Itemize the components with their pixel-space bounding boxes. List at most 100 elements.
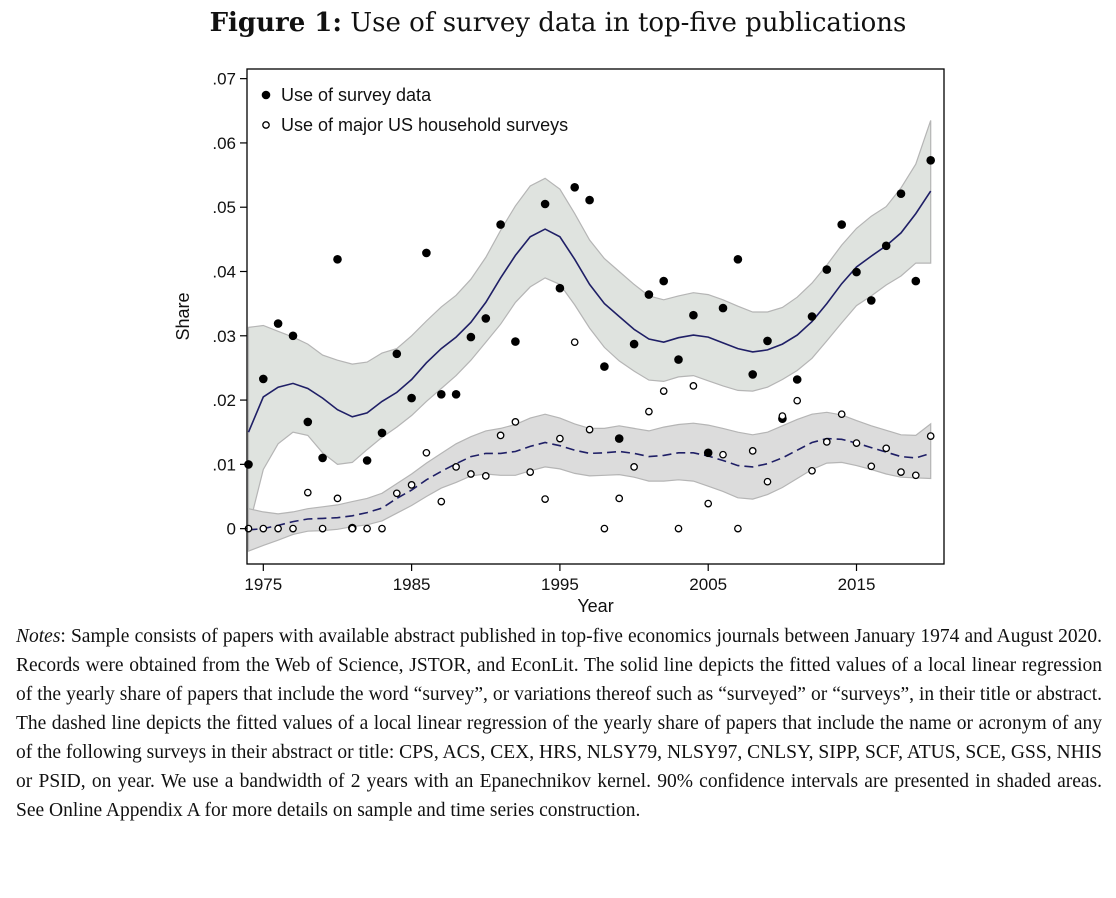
survey-data-point	[333, 254, 342, 264]
household-survey-point	[422, 448, 431, 457]
fit-line-1	[247, 190, 932, 433]
survey-data-point	[600, 362, 609, 371]
household-survey-point	[763, 477, 772, 486]
household-survey-point	[882, 444, 891, 453]
notes-paragraph: Notes: Sample consists of papers with av…	[16, 622, 1102, 825]
household-survey-point	[645, 407, 653, 416]
survey-data-point	[318, 453, 327, 463]
survey-data-point	[822, 265, 832, 274]
survey-data-point	[792, 375, 802, 384]
y-tick-label: .07	[212, 70, 236, 89]
x-tick-label: 2005	[689, 575, 727, 594]
household-survey-point	[911, 471, 920, 480]
plot-frame	[246, 68, 945, 565]
legend-label: Use of survey data	[281, 85, 432, 105]
survey-data-point	[362, 456, 372, 465]
legend-filled-marker	[261, 90, 271, 100]
survey-data-point	[748, 370, 757, 379]
x-axis-label: Year	[577, 596, 613, 616]
survey-data-point	[422, 248, 431, 258]
household-survey-point	[837, 410, 846, 419]
survey-data-point	[614, 434, 624, 443]
household-survey-point	[556, 434, 564, 443]
survey-data-point	[911, 276, 921, 286]
survey-data-point	[629, 339, 639, 349]
x-tick-label: 2015	[838, 575, 876, 594]
x-tick-label: 1985	[393, 575, 431, 594]
survey-data-point	[881, 241, 891, 251]
household-survey-point	[734, 524, 742, 533]
household-survey-point	[481, 472, 490, 480]
household-survey-point	[526, 468, 535, 476]
household-survey-point	[867, 462, 876, 471]
survey-data-point	[674, 355, 683, 364]
survey-data-point	[466, 332, 476, 342]
survey-data-point	[837, 220, 846, 229]
household-survey-point	[541, 495, 549, 503]
household-survey-point	[348, 524, 357, 533]
household-survey-point	[793, 396, 802, 405]
y-tick-label: .01	[212, 455, 236, 474]
survey-data-point	[437, 390, 446, 399]
y-tick-label: .04	[212, 263, 236, 282]
household-survey-point	[926, 432, 935, 440]
survey-data-point	[496, 220, 505, 229]
household-survey-point	[600, 524, 609, 533]
household-survey-point	[437, 497, 446, 506]
household-survey-point	[318, 524, 327, 533]
survey-data-point	[303, 417, 313, 427]
x-tick-label: 1975	[244, 575, 282, 594]
survey-data-point	[555, 283, 565, 293]
legend-hollow-marker	[262, 121, 270, 129]
household-survey-point	[778, 412, 787, 420]
survey-data-point	[867, 296, 876, 305]
household-survey-point	[630, 463, 638, 471]
y-tick-label: 0	[227, 520, 236, 539]
survey-data-point	[585, 195, 594, 205]
household-survey-point	[852, 439, 861, 447]
household-survey-point	[570, 338, 579, 347]
figure-caption: Use of survey data in top-five publicati…	[350, 8, 907, 38]
household-survey-point	[704, 499, 713, 508]
ci-band-2	[247, 411, 932, 552]
y-axis-label: Share	[173, 292, 193, 340]
household-survey-point	[303, 488, 312, 497]
y-tick-label: .02	[212, 391, 236, 410]
y-tick-label: .03	[212, 327, 236, 346]
household-survey-point	[808, 466, 816, 475]
survey-data-point	[689, 310, 698, 320]
household-survey-point	[585, 425, 594, 434]
notes-label: Notes	[16, 626, 61, 647]
survey-data-point	[451, 390, 461, 399]
household-survey-point	[467, 470, 475, 478]
household-survey-point	[897, 468, 905, 476]
household-survey-point	[689, 382, 698, 390]
survey-data-point	[259, 374, 268, 384]
survey-data-point	[896, 189, 906, 198]
household-survey-point	[511, 418, 520, 426]
survey-data-point	[659, 276, 668, 286]
household-survey-point	[378, 524, 386, 533]
survey-data-point	[407, 393, 416, 403]
figure-label: Figure 1:	[209, 8, 342, 38]
survey-data-point	[644, 290, 654, 299]
ci-band-1	[247, 120, 932, 529]
household-survey-point	[452, 463, 460, 471]
survey-data-point	[273, 319, 283, 328]
survey-data-point	[763, 336, 772, 346]
household-survey-point	[333, 494, 342, 503]
survey-data-point	[511, 337, 520, 346]
fit-line-2	[248, 437, 931, 531]
household-survey-point	[392, 489, 401, 498]
survey-data-point	[570, 183, 579, 192]
household-survey-point	[822, 438, 831, 446]
survey-data-point	[481, 314, 491, 323]
survey-data-point	[703, 448, 713, 458]
household-survey-point	[274, 524, 282, 533]
notes-text: : Sample consists of papers with availab…	[16, 626, 1102, 821]
household-survey-point	[674, 524, 683, 533]
household-survey-point	[748, 447, 757, 455]
legend-label: Use of major US household surveys	[281, 115, 568, 135]
survey-data-point	[852, 267, 861, 277]
survey-data-point	[540, 199, 550, 209]
